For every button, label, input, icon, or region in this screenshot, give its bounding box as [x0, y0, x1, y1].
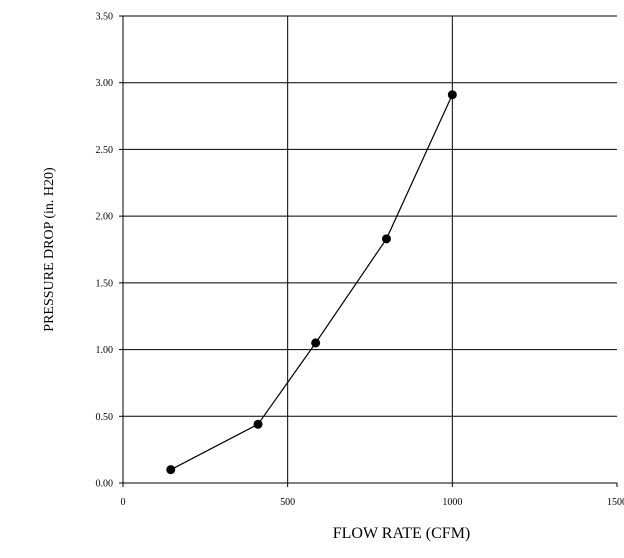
grid — [123, 15, 617, 483]
series — [166, 90, 457, 475]
y-tick-label: 1.50 — [96, 278, 114, 289]
series-line — [170, 94, 453, 471]
data-point — [447, 90, 457, 100]
y-tick-label: 2.50 — [96, 145, 114, 156]
x-tick-label: 500 — [280, 497, 295, 508]
y-axis-ticks: 0.00 0.50 1.00 1.50 2.00 2.50 3.00 3.50 — [96, 12, 114, 490]
y-axis-title: PRESSURE DROP (in. H20) — [42, 167, 57, 332]
y-tick-label: 1.00 — [96, 345, 114, 356]
data-point — [166, 465, 176, 475]
data-point — [311, 338, 321, 348]
data-point — [381, 234, 391, 244]
data-point — [253, 419, 263, 429]
x-tick-label: 1000 — [442, 497, 462, 508]
y-tick-label: 3.50 — [96, 12, 114, 23]
x-axis-title: FLOW RATE (CFM) — [333, 525, 471, 542]
plot-frame — [119, 15, 618, 487]
y-tick-label: 0.00 — [96, 479, 114, 490]
y-tick-label: 3.00 — [96, 78, 114, 89]
y-tick-label: 2.00 — [96, 212, 114, 223]
y-tick-label: 0.50 — [96, 412, 114, 423]
x-tick-label: 0 — [121, 497, 126, 508]
